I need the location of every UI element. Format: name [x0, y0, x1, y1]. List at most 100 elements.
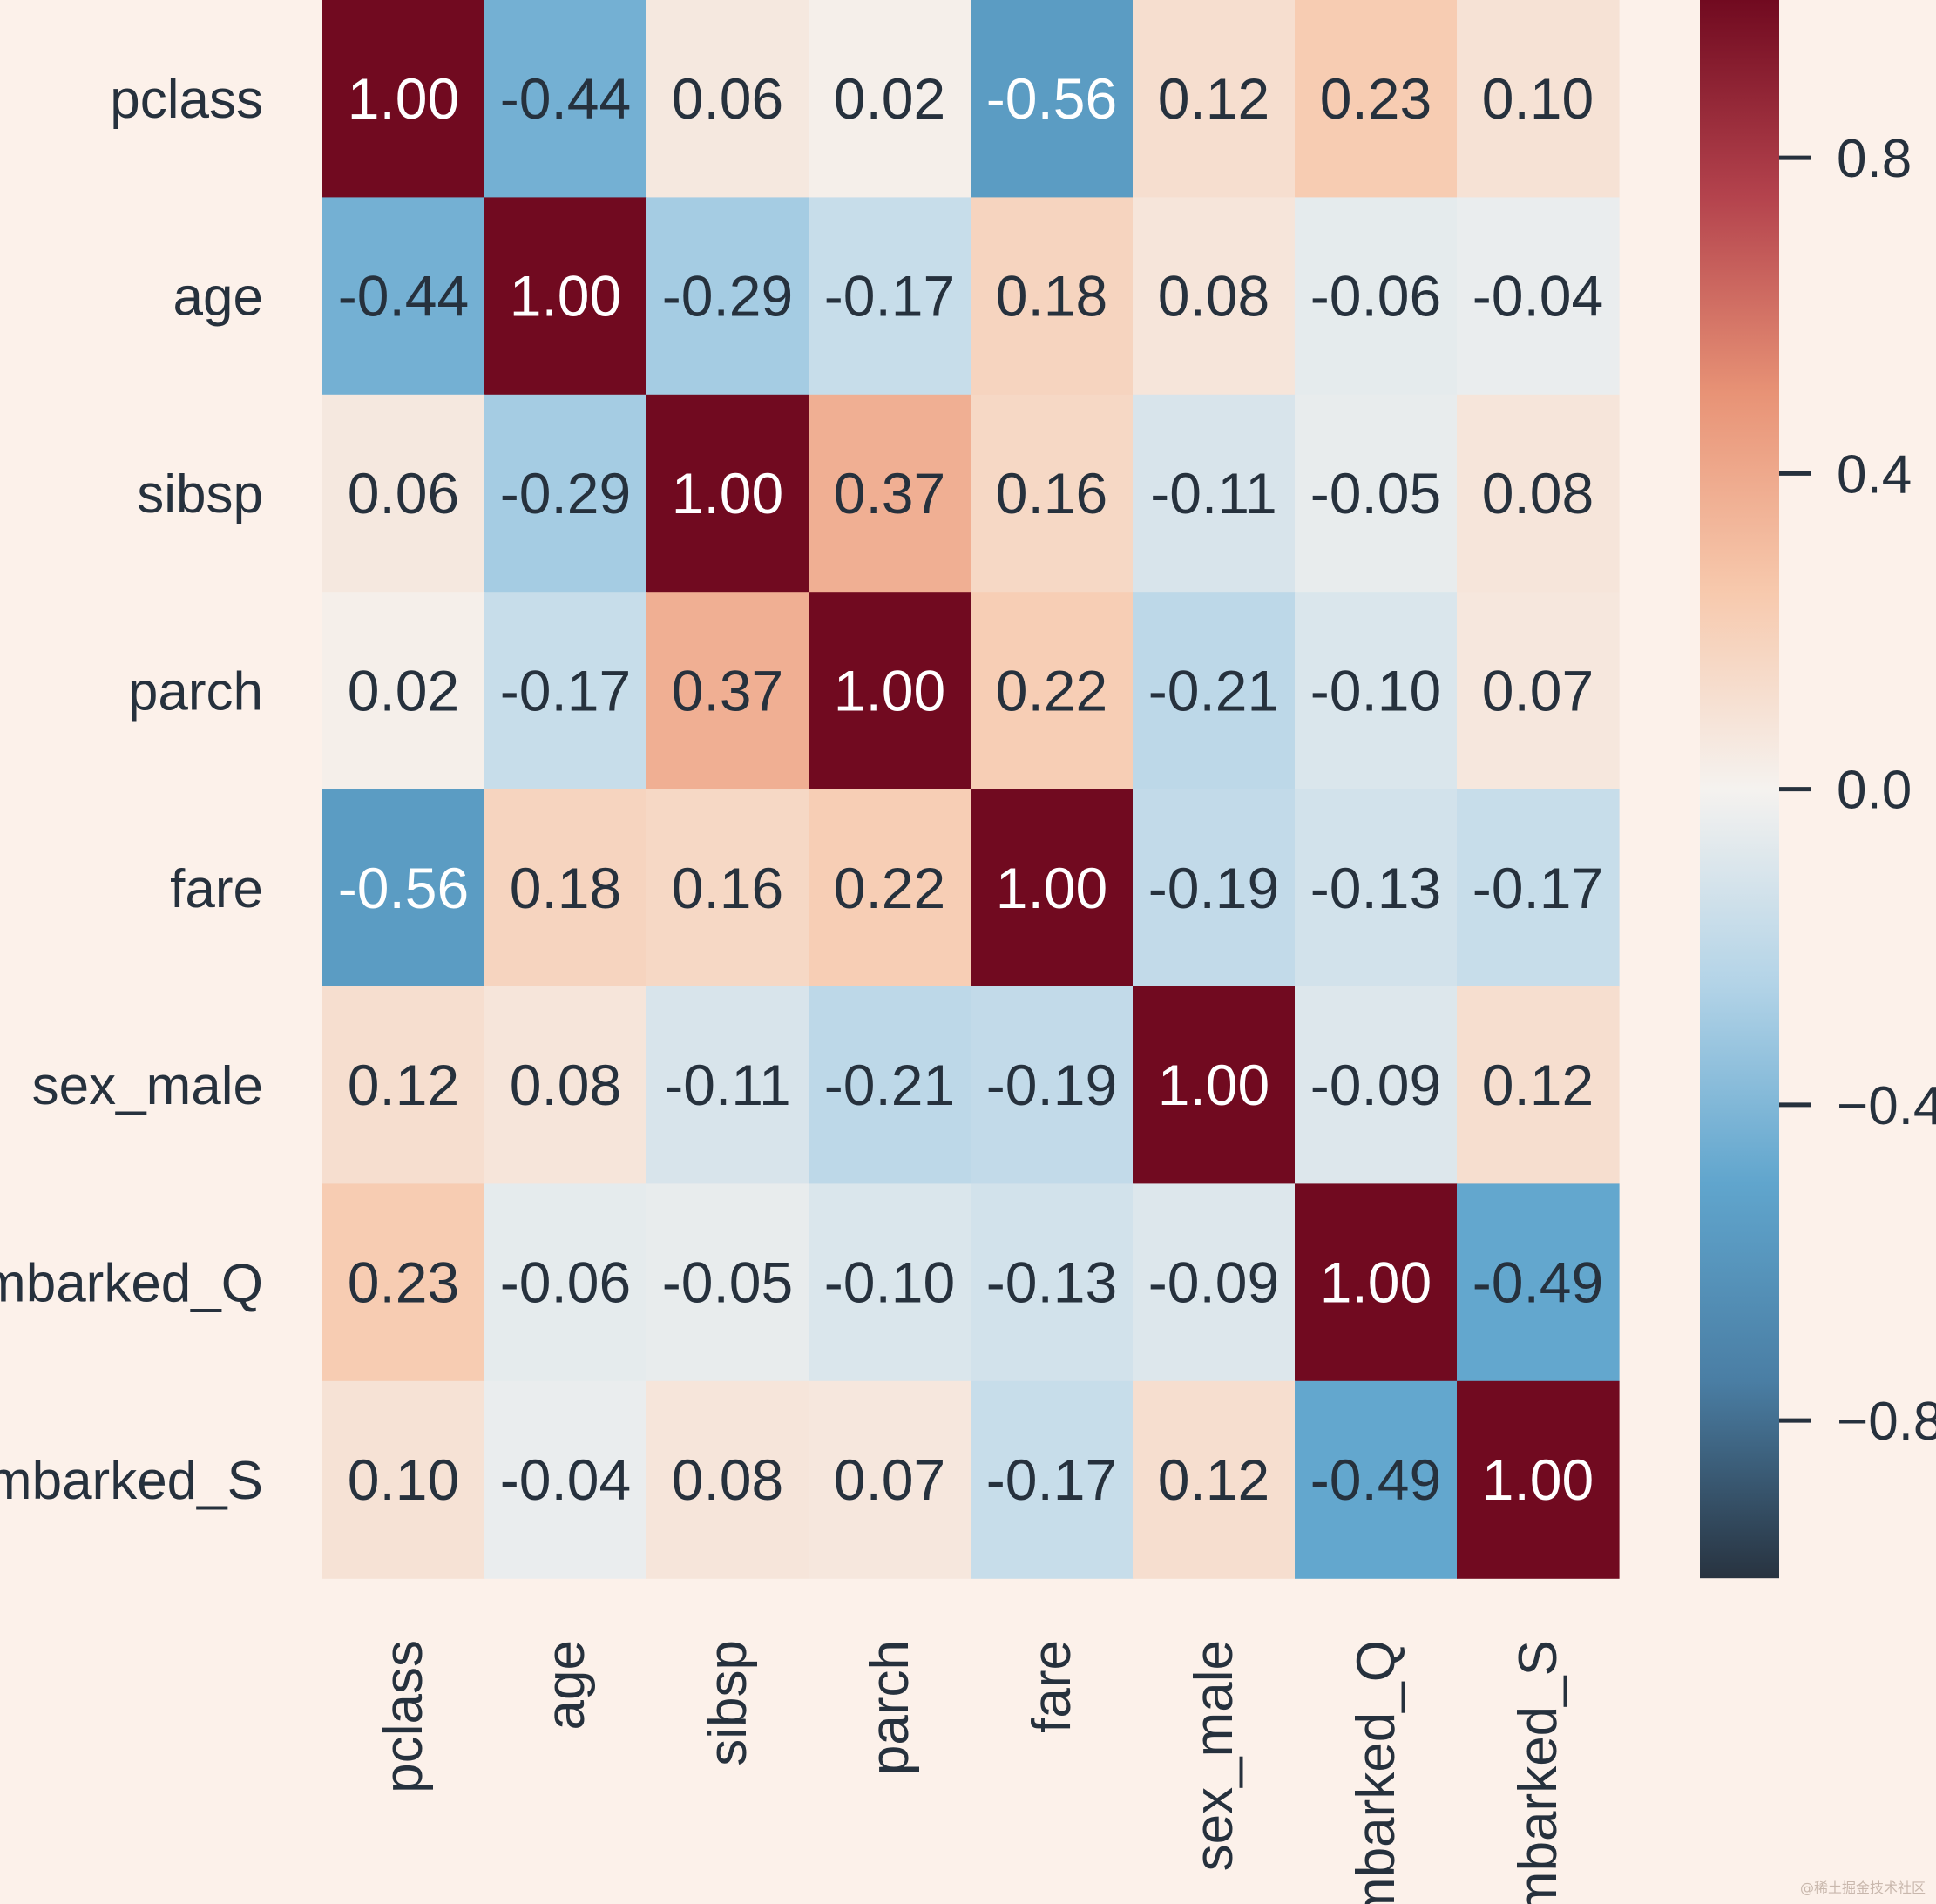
heatmap-cell-sex_male-fare: [971, 986, 1134, 1184]
cell-value-label: 0.06: [348, 461, 459, 525]
cell-value-label: -0.10: [824, 1250, 955, 1315]
heatmap-cell-pclass-fare: [971, 0, 1134, 198]
heatmap-cell-age-sibsp: [646, 197, 809, 396]
heatmap-cell-parch-sibsp: [646, 592, 809, 790]
y-tick-label: embarked_Q: [0, 1254, 263, 1314]
heatmap-cell-age-embarked_Q: [1295, 197, 1458, 396]
cell-value-label: -0.29: [662, 264, 793, 329]
cell-value-label: -0.04: [1472, 264, 1603, 329]
heatmap-cell-age-pclass: [322, 197, 485, 396]
cell-value-label: 0.08: [510, 1053, 621, 1117]
colorbar-tick-label: −0.8: [1837, 1392, 1936, 1452]
cell-value-label: -0.13: [986, 1250, 1117, 1315]
heatmap-cell-embarked_Q-embarked_S: [1457, 1183, 1620, 1382]
heatmap-cell-embarked_S-parch: [809, 1380, 971, 1579]
cell-value-label: 1.00: [672, 461, 783, 525]
cell-value-label: -0.21: [824, 1053, 955, 1117]
cell-value-label: 0.12: [348, 1053, 459, 1117]
x-tick-label: fare: [1022, 1640, 1082, 1733]
heatmap-cells: [322, 0, 1620, 1579]
heatmap-cell-age-fare: [971, 197, 1134, 396]
heatmap-cell-age-parch: [809, 197, 971, 396]
heatmap-cell-labels: 1.00 -0.44 0.06 0.02 -0.56 0.12 0.23 0.10 -0.44 1…: [338, 66, 1603, 1512]
colorbar: 0.8 0.4 0.0 −0.4 −0.8: [1700, 0, 1936, 1579]
cell-value-label: 0.02: [348, 658, 459, 722]
heatmap-cell-parch-fare: [971, 592, 1134, 790]
cell-value-label: -0.17: [500, 658, 631, 722]
cell-value-label: -0.04: [500, 1447, 631, 1512]
cell-value-label: -0.06: [500, 1250, 631, 1315]
heatmap-cell-fare-fare: [971, 789, 1134, 987]
heatmap-cell-age-sex_male: [1133, 197, 1296, 396]
heatmap-cell-parch-embarked_S: [1457, 592, 1620, 790]
heatmap-cell-fare-embarked_Q: [1295, 789, 1458, 987]
cell-value-label: -0.19: [1148, 856, 1279, 920]
cell-value-label: -0.17: [986, 1447, 1117, 1512]
heatmap-cell-sibsp-embarked_Q: [1295, 394, 1458, 593]
cell-value-label: 0.22: [834, 856, 945, 920]
x-tick-label: parch: [860, 1640, 920, 1775]
heatmap-cell-fare-parch: [809, 789, 971, 987]
y-tick-label: pclass: [110, 70, 263, 130]
cell-value-label: 1.00: [996, 856, 1107, 920]
cell-value-label: 0.12: [1482, 1053, 1594, 1117]
cell-value-label: -0.05: [662, 1250, 793, 1315]
cell-value-label: 1.00: [1320, 1250, 1432, 1315]
colorbar-tick-label: 0.4: [1837, 444, 1912, 505]
heatmap-cell-embarked_S-embarked_S: [1457, 1380, 1620, 1579]
colorbar-tick-label: −0.4: [1837, 1076, 1936, 1136]
cell-value-label: -0.06: [1310, 264, 1441, 329]
cell-value-label: -0.17: [1472, 856, 1603, 920]
cell-value-label: -0.49: [1472, 1250, 1603, 1315]
cell-value-label: 1.00: [510, 264, 621, 329]
heatmap-cell-fare-sex_male: [1133, 789, 1296, 987]
heatmap-cell-embarked_Q-pclass: [322, 1183, 485, 1382]
heatmap-cell-embarked_Q-sex_male: [1133, 1183, 1296, 1382]
heatmap-cell-sex_male-embarked_S: [1457, 986, 1620, 1184]
cell-value-label: 0.18: [996, 264, 1107, 329]
y-axis-tick-labels: pclass age sibsp parch fare sex_male embarked_…: [0, 70, 263, 1511]
cell-value-label: -0.56: [986, 66, 1117, 131]
heatmap-cell-sibsp-parch: [809, 394, 971, 593]
cell-value-label: 1.00: [348, 66, 459, 131]
watermark-text: @稀土掘金技术社区: [1799, 1880, 1926, 1896]
cell-value-label: -0.19: [986, 1053, 1117, 1117]
heatmap-cell-sibsp-fare: [971, 394, 1134, 593]
cell-value-label: -0.49: [1310, 1447, 1441, 1512]
cell-value-label: 0.07: [1482, 658, 1594, 722]
x-tick-label: embarked_S: [1508, 1640, 1568, 1904]
cell-value-label: 0.06: [672, 66, 783, 131]
heatmap-cell-parch-sex_male: [1133, 592, 1296, 790]
x-tick-label: pclass: [374, 1640, 434, 1793]
heatmap-cell-sex_male-embarked_Q: [1295, 986, 1458, 1184]
y-tick-label: parch: [128, 661, 263, 722]
y-tick-label: fare: [170, 859, 263, 919]
x-axis-tick-labels: pclass age sibsp parch fare sex_male embarked_…: [374, 1640, 1568, 1904]
heatmap-cell-parch-embarked_Q: [1295, 592, 1458, 790]
cell-value-label: 0.22: [996, 658, 1107, 722]
cell-value-label: 0.18: [510, 856, 621, 920]
heatmap-cell-embarked_Q-fare: [971, 1183, 1134, 1382]
x-tick-label: embarked_Q: [1346, 1640, 1406, 1904]
cell-value-label: 0.37: [834, 461, 945, 525]
heatmap-cell-embarked_S-pclass: [322, 1380, 485, 1579]
colorbar-tick-label: 0.8: [1837, 129, 1912, 189]
y-tick-label: embarked_S: [0, 1451, 263, 1511]
cell-value-label: 0.23: [348, 1250, 459, 1315]
y-tick-label: sibsp: [137, 464, 263, 525]
y-tick-label: sex_male: [32, 1056, 263, 1116]
heatmap-cell-pclass-parch: [809, 0, 971, 198]
cell-value-label: 0.08: [1158, 264, 1269, 329]
cell-value-label: 0.08: [1482, 461, 1594, 525]
cell-value-label: 0.10: [1482, 66, 1594, 131]
heatmap-cell-age-age: [484, 197, 647, 396]
heatmap-cell-sex_male-pclass: [322, 986, 485, 1184]
heatmap-cell-sibsp-sibsp: [646, 394, 809, 593]
heatmap-cell-sex_male-sex_male: [1133, 986, 1296, 1184]
heatmap-cell-sibsp-embarked_S: [1457, 394, 1620, 593]
heatmap-cell-sex_male-sibsp: [646, 986, 809, 1184]
cell-value-label: 0.23: [1320, 66, 1432, 131]
heatmap-cell-parch-age: [484, 592, 647, 790]
cell-value-label: -0.09: [1148, 1250, 1279, 1315]
